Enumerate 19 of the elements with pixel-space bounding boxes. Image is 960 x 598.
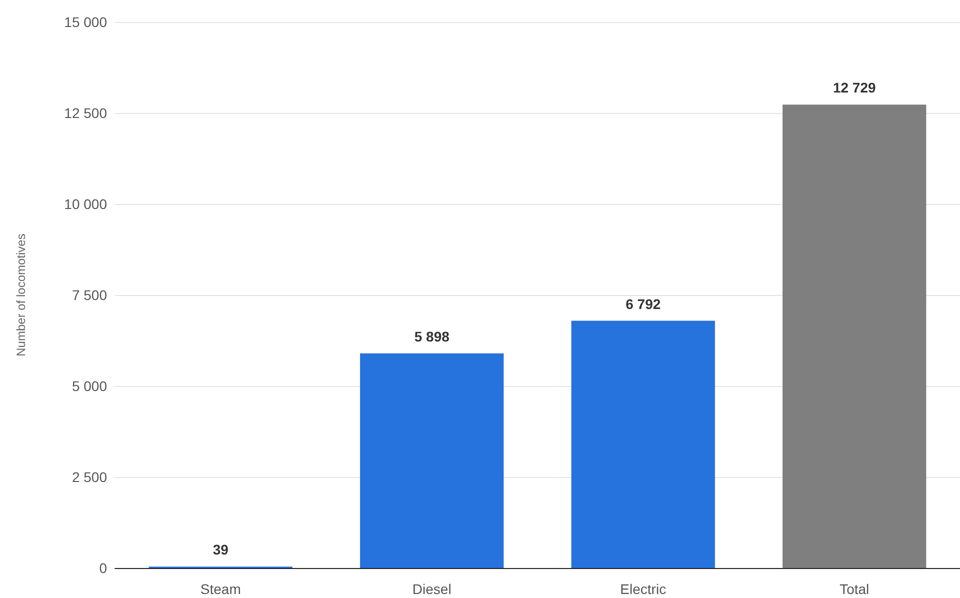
y-tick-label: 12 500	[64, 105, 108, 121]
data-label: 6 792	[626, 296, 661, 312]
y-tick-label: 2 500	[72, 469, 108, 485]
y-tick-label: 7 500	[72, 287, 108, 303]
data-label: 5 898	[414, 328, 450, 344]
bar	[571, 320, 715, 568]
y-tick-label: 15 000	[64, 14, 108, 30]
bar	[360, 353, 504, 568]
data-label: 12 729	[832, 80, 876, 96]
data-label: 39	[212, 542, 229, 558]
x-tick-label: Steam	[200, 581, 241, 597]
y-tick-label: 0	[99, 560, 108, 576]
bar	[782, 104, 926, 568]
x-tick-label: Diesel	[412, 581, 452, 597]
y-tick-label: 5 000	[72, 378, 108, 394]
x-tick-label: Total	[840, 581, 870, 597]
y-axis-title: Number of locomotives	[14, 234, 28, 356]
y-tick-label: 10 000	[64, 196, 108, 212]
x-tick-label: Electric	[620, 581, 666, 597]
